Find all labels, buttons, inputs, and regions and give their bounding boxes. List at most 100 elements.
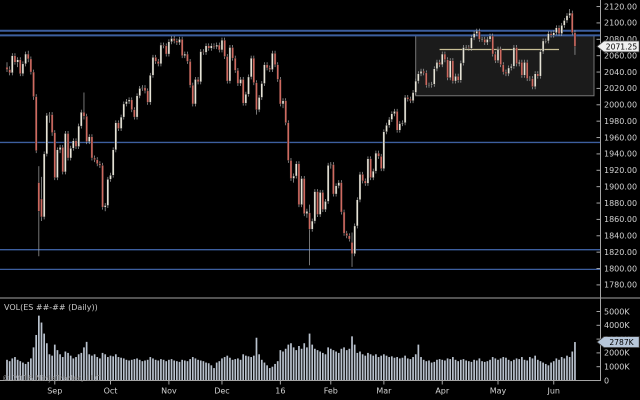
axis-tick-label: 1840.00: [604, 232, 637, 241]
volume-bar: [428, 360, 430, 381]
candle-body: [411, 92, 415, 101]
axis-tick-label: 1900.00: [604, 182, 637, 191]
price-axis[interactable]: 2120.00 2100.00 2080.00 2060.00 2040.00 2020.…: [596, 2, 638, 290]
candle-body: [494, 53, 497, 61]
volume-marker: 2787K: [596, 336, 640, 348]
candle-body: [406, 97, 409, 100]
candle-body: [531, 78, 534, 87]
candle-body: [88, 136, 91, 142]
candle-body: [372, 170, 375, 178]
volume-bar: [507, 359, 510, 381]
volume-bar: [250, 357, 253, 381]
volume-bar: [308, 333, 311, 381]
candle-body: [255, 82, 258, 110]
volume-marker-text: 2787K: [609, 338, 634, 347]
volume-bar: [510, 361, 513, 381]
support-resistance-lines[interactable]: [0, 29, 600, 270]
candle-body: [220, 39, 224, 51]
volume-bar: [247, 356, 250, 381]
candle-body: [265, 64, 269, 69]
volume-bar: [117, 357, 120, 381]
volume-bar: [88, 354, 91, 381]
candle-body: [446, 59, 449, 78]
volume-bar: [409, 359, 412, 381]
volume-bar: [178, 361, 181, 381]
time-axis[interactable]: Sep Oct Nov Dec 16 Feb Mar Apr May Jun: [47, 380, 560, 396]
volume-bar: [558, 359, 560, 381]
candle-body: [138, 88, 141, 96]
candle-body: [61, 147, 64, 173]
volume-bar: [544, 363, 547, 381]
rectangle-drawing[interactable]: [415, 34, 595, 97]
volume-bar: [494, 358, 497, 381]
candle-body: [541, 40, 545, 52]
volume-bar: [226, 355, 229, 381]
candle-body: [297, 163, 301, 205]
volume-bar: [114, 354, 117, 381]
volume-bar: [6, 359, 8, 381]
candle-body: [284, 100, 287, 123]
volume-bar: [388, 357, 391, 381]
volume-bar: [300, 348, 303, 381]
candle-body: [154, 57, 157, 62]
volume-bar: [173, 360, 176, 381]
candle-body: [64, 133, 67, 173]
volume-bar: [202, 361, 205, 381]
candle-body: [204, 45, 208, 53]
volume-bar: [11, 358, 14, 381]
candle-body: [512, 47, 516, 67]
candle-body: [11, 55, 14, 74]
volume-bar: [345, 350, 348, 381]
candle-body: [236, 70, 240, 84]
volume-indicator-label: VOL(ES ##-## (Daily)): [4, 303, 98, 312]
volume-bar: [306, 347, 308, 381]
candle-body: [37, 182, 41, 212]
volume-bar: [340, 348, 343, 381]
candle-body: [547, 33, 550, 42]
candle-body: [72, 140, 75, 149]
volume-bar: [207, 363, 210, 381]
candle-body: [403, 97, 407, 123]
volume-bar: [481, 361, 483, 381]
candle-body: [409, 98, 412, 101]
candle-body: [520, 62, 524, 76]
volume-bar: [534, 355, 536, 381]
volume-bar: [176, 361, 178, 381]
candle-body: [239, 79, 242, 84]
candle-body: [422, 71, 425, 74]
candle-body: [414, 80, 417, 93]
candle-body: [56, 149, 59, 178]
axis-tick-label: 1940.00: [604, 150, 637, 159]
candle-body: [215, 44, 218, 47]
volume-bar: [72, 358, 75, 381]
candle-body: [308, 212, 311, 230]
candle-body: [146, 90, 149, 103]
volume-bar: [107, 357, 109, 381]
candle-body: [149, 75, 152, 103]
axis-tick-label: 1960.00: [604, 133, 637, 142]
candle-body: [303, 178, 306, 214]
axes-layer[interactable]: [0, 0, 640, 381]
axis-tick-label: 1800.00: [604, 264, 637, 273]
volume-bar: [329, 348, 332, 381]
volume-bar: [303, 343, 306, 381]
volume-bar: [128, 360, 130, 381]
candle-body: [555, 27, 558, 33]
candle-body: [186, 53, 189, 62]
volume-bar: [473, 359, 475, 381]
candle-body: [377, 152, 380, 157]
axis-tick-label: 1000K: [604, 363, 630, 372]
candle-body: [478, 30, 481, 40]
candle-body: [19, 59, 22, 74]
candle-body: [165, 45, 168, 55]
volume-bar: [422, 359, 425, 381]
volume-bar: [356, 352, 359, 381]
volume-bar: [160, 359, 162, 381]
candle-body: [260, 83, 263, 98]
candle-body: [342, 211, 346, 234]
candle-body: [467, 47, 470, 49]
candle-body: [117, 122, 120, 129]
candle-body: [374, 152, 378, 172]
candle-body: [393, 111, 396, 114]
